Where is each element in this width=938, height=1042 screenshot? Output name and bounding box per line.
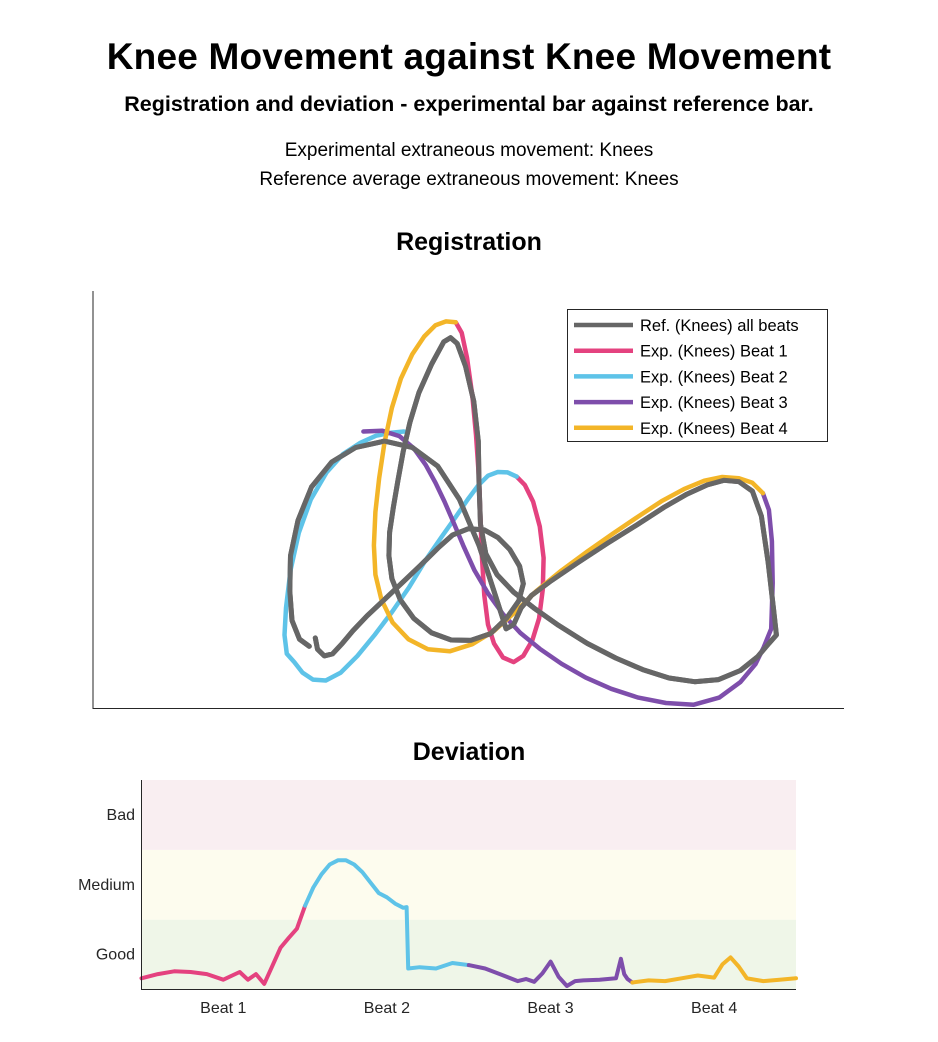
- deviation-line-beat-1: [139, 903, 308, 986]
- legend-label-exp-knees-beat-1: Exp. (Knees) Beat 1: [640, 343, 788, 361]
- experimental-movement-label: Experimental extraneous movement: Knees: [284, 140, 654, 161]
- x-tick-beat-2: Beat 2: [364, 1000, 410, 1017]
- reference-movement-label: Reference average extraneous movement: K…: [259, 169, 679, 190]
- registration-line-exp-knees-beat-3: [361, 428, 775, 707]
- band-good: [141, 919, 796, 990]
- x-tick-beat-3: Beat 3: [527, 1000, 573, 1017]
- registration-title: Registration: [396, 228, 542, 256]
- deviation-x-tick-labels: Beat 1 Beat 2 Beat 3 Beat 4: [200, 1000, 737, 1017]
- deviation-line-beat-2: [303, 858, 471, 971]
- deviation-title: Deviation: [413, 738, 526, 766]
- registration-legend: Ref. (Knees) all beats Exp. (Knees) Beat …: [567, 309, 828, 442]
- deviation-series-group: [139, 858, 798, 988]
- deviation-line-beat-3: [466, 956, 635, 988]
- registration-line-reference-overlay: [287, 335, 779, 685]
- deviation-bands: [141, 780, 796, 990]
- registration-series-group: [282, 319, 779, 707]
- y-tick-good: Good: [96, 947, 135, 964]
- registration-line-exp-knees-beat-2: [282, 429, 519, 683]
- legend-label-exp-knees-beat-4: Exp. (Knees) Beat 4: [640, 420, 788, 438]
- band-medium: [141, 849, 796, 920]
- y-tick-medium: Medium: [78, 877, 135, 894]
- legend-label-exp-knees-beat-3: Exp. (Knees) Beat 3: [640, 394, 788, 412]
- x-tick-beat-1: Beat 1: [200, 1000, 246, 1017]
- y-tick-bad: Bad: [107, 807, 135, 824]
- registration-line-exp-knees-beat-4: [371, 319, 766, 654]
- legend-label-exp-knees-beat-2: Exp. (Knees) Beat 2: [640, 368, 788, 386]
- legend-label-ref-knees-all-beats: Ref. (Knees) all beats: [640, 317, 799, 335]
- x-tick-beat-4: Beat 4: [691, 1000, 737, 1017]
- registration-chart: Registration Ref. (Knees) all beats Exp. …: [92, 228, 844, 709]
- figure-subtitle: Registration and deviation - experimenta…: [124, 92, 814, 116]
- deviation-y-tick-labels: Good Medium Bad: [78, 807, 135, 964]
- deviation-line-beat-4: [630, 955, 798, 985]
- band-bad: [141, 780, 796, 850]
- figure-title: Knee Movement against Knee Movement: [106, 36, 832, 77]
